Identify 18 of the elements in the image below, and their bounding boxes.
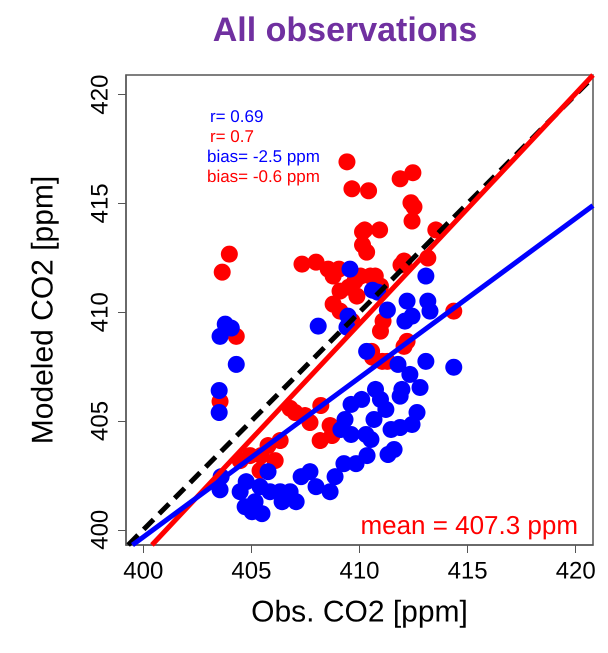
chart-title: All observations [212, 11, 478, 49]
x-tick-label: 405 [231, 558, 272, 584]
x-axis-title: Obs. CO2 [ppm] [251, 596, 468, 628]
y-tick-label: 410 [86, 292, 114, 332]
y-axis-title: Modeled CO2 [ppm] [26, 176, 60, 444]
y-tick-label: 420 [86, 74, 114, 115]
annotation: bias= -0.6 ppm [207, 167, 320, 186]
x-tick-label: 415 [448, 558, 488, 584]
x-tick-label: 420 [556, 558, 596, 584]
annotation: r= 0.69 [210, 107, 264, 126]
x-tick-label: 400 [123, 558, 164, 584]
y-tick-label: 400 [86, 510, 114, 550]
y-tick-label: 415 [86, 183, 114, 224]
annotation: r= 0.7 [210, 127, 254, 146]
x-tick-label: 410 [339, 558, 380, 584]
y-tick-label: 405 [86, 400, 114, 441]
annotation: bias= -2.5 ppm [207, 147, 320, 166]
annotation: mean = 407.3 ppm [360, 510, 578, 540]
